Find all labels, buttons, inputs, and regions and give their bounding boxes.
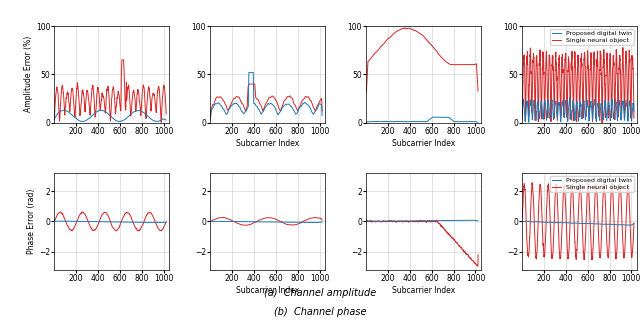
X-axis label: Subcarrier Index: Subcarrier Index <box>392 139 455 148</box>
Text: (a)  Channel amplitude: (a) Channel amplitude <box>264 288 376 298</box>
Legend: Proposed digital twin, Single neural object: Proposed digital twin, Single neural obj… <box>550 176 634 192</box>
X-axis label: Subcarrier Index: Subcarrier Index <box>392 286 455 295</box>
Text: (b)  Channel phase: (b) Channel phase <box>274 307 366 317</box>
Y-axis label: Phase Error (rad): Phase Error (rad) <box>28 189 36 254</box>
X-axis label: Subcarrier Index: Subcarrier Index <box>236 286 300 295</box>
Legend: Proposed digital twin, Single neural object: Proposed digital twin, Single neural obj… <box>550 29 634 45</box>
Y-axis label: Amplitude Error (%): Amplitude Error (%) <box>24 36 33 112</box>
X-axis label: Subcarrier Index: Subcarrier Index <box>236 139 300 148</box>
